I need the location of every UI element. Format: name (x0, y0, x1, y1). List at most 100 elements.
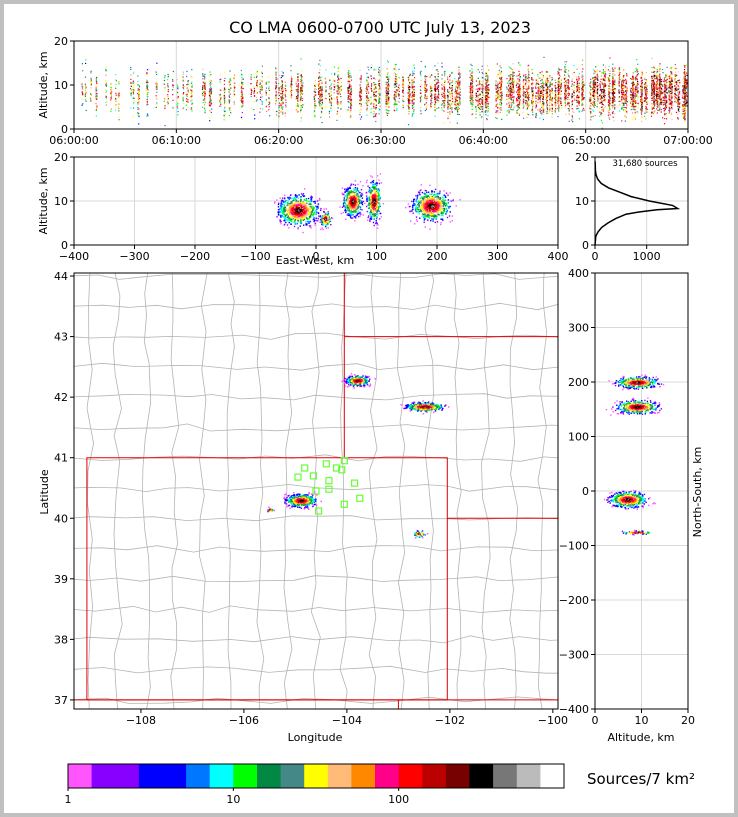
time-altitude-point (481, 81, 483, 83)
time-altitude-point (350, 96, 352, 98)
time-altitude-point (96, 105, 98, 107)
time-altitude-point (516, 99, 518, 101)
time-altitude-point (539, 98, 541, 100)
time-altitude-point (275, 102, 277, 104)
time-altitude-point (457, 83, 459, 85)
time-altitude-point (519, 89, 521, 91)
time-altitude-point (558, 105, 560, 107)
time-altitude-point (388, 84, 390, 87)
time-altitude-point (375, 100, 377, 102)
time-altitude-point (256, 70, 258, 72)
time-altitude-point (567, 79, 569, 81)
time-altitude-point (373, 87, 375, 89)
time-altitude-point (373, 97, 375, 99)
time-altitude-point (451, 108, 453, 110)
time-altitude-point (350, 116, 352, 118)
time-altitude-point (487, 97, 489, 99)
time-altitude-point (318, 99, 320, 102)
time-altitude-point (517, 88, 519, 90)
time-altitude-point (291, 94, 293, 96)
time-altitude-point (455, 109, 458, 111)
time-altitude-point (300, 120, 302, 122)
time-altitude-point (373, 69, 375, 71)
time-altitude-point (367, 66, 369, 68)
time-altitude-point (528, 94, 530, 96)
time-altitude-point (402, 79, 404, 81)
time-altitude-point (531, 108, 533, 110)
time-altitude-point (413, 110, 415, 112)
time-altitude-point (472, 76, 474, 78)
time-altitude-point (256, 92, 258, 94)
time-altitude-point (329, 116, 331, 118)
time-altitude-point (336, 90, 338, 92)
time-altitude-point (340, 88, 342, 90)
time-altitude-point (349, 101, 351, 103)
time-altitude-point (395, 81, 397, 83)
time-altitude-point (532, 87, 534, 89)
time-altitude-point (457, 86, 459, 88)
time-altitude-point (281, 99, 284, 101)
time-altitude-point (471, 70, 473, 72)
time-altitude-point (402, 78, 404, 81)
time-altitude-point (434, 115, 436, 117)
time-altitude-point (495, 88, 497, 91)
time-altitude-point (387, 78, 389, 80)
time-altitude-point (204, 91, 206, 93)
time-altitude-point (470, 103, 472, 105)
time-altitude-point (300, 110, 302, 112)
time-altitude-point (420, 110, 422, 112)
time-altitude-point (167, 89, 169, 91)
time-altitude-point (469, 95, 471, 97)
time-altitude-point (424, 95, 426, 97)
time-altitude-point (513, 91, 515, 93)
time-altitude-point (495, 91, 497, 93)
time-altitude-point (359, 84, 361, 86)
time-altitude-point (568, 76, 570, 78)
time-altitude-point (186, 95, 188, 97)
time-altitude-point (581, 110, 583, 112)
time-altitude-point (526, 108, 528, 110)
time-altitude-point (105, 82, 107, 84)
time-altitude-point (105, 85, 107, 87)
time-altitude-point (498, 82, 501, 84)
time-altitude-point (85, 85, 87, 87)
time-altitude-point (105, 65, 107, 67)
time-altitude-point (409, 74, 411, 76)
time-altitude-point (105, 97, 107, 99)
time-altitude-point (517, 78, 519, 80)
time-altitude-point (479, 105, 481, 107)
time-altitude-point (317, 91, 320, 93)
time-altitude-point (485, 75, 487, 77)
time-altitude-point (359, 69, 361, 71)
time-altitude-point (565, 69, 567, 71)
time-altitude-point (603, 104, 605, 106)
time-altitude-point (482, 94, 484, 96)
time-altitude-point (337, 85, 339, 87)
time-altitude-point (281, 91, 284, 93)
time-altitude-point (268, 104, 270, 106)
time-altitude-point (220, 103, 222, 106)
time-altitude-point (602, 64, 604, 66)
time-altitude-point (549, 90, 551, 92)
time-altitude-point (375, 90, 378, 93)
time-altitude-point (475, 100, 477, 102)
time-altitude-point (379, 86, 381, 88)
time-altitude-point (517, 74, 520, 77)
time-altitude-point (447, 108, 449, 110)
time-altitude-point (250, 78, 252, 80)
time-altitude-point (560, 84, 562, 86)
time-altitude-point (210, 88, 213, 90)
time-altitude-point (481, 97, 483, 99)
time-altitude-point (388, 85, 390, 87)
time-altitude-point (447, 103, 449, 105)
time-altitude-point (449, 113, 451, 115)
time-altitude-point (512, 83, 514, 85)
time-altitude-point (333, 97, 335, 99)
time-altitude-point (551, 92, 553, 94)
time-altitude-point (82, 88, 84, 91)
time-altitude-point (118, 108, 120, 110)
time-altitude-point (576, 96, 578, 98)
time-altitude-point (366, 109, 368, 111)
time-altitude-point (360, 99, 362, 101)
time-altitude-point (301, 85, 303, 88)
